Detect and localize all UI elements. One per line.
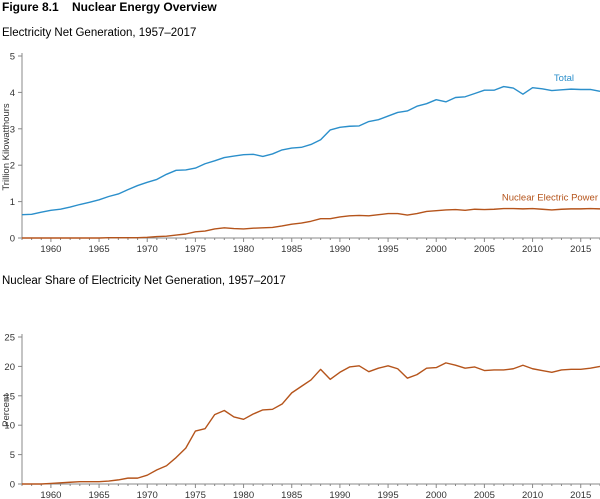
x-tick-label: 2015: [570, 490, 591, 499]
x-tick-label: 2015: [570, 244, 591, 255]
series-label-nuclear-electric-power: Nuclear Electric Power: [502, 193, 598, 204]
chart-1-title: Electricity Net Generation, 1957–2017: [2, 27, 197, 39]
x-tick-label: 2010: [522, 244, 543, 255]
x-tick-label: 2010: [522, 490, 543, 499]
x-tick-label: 1985: [281, 490, 302, 499]
series-line-total: [21, 85, 600, 216]
y-tick-label: 5: [10, 450, 15, 461]
x-tick-label: 2000: [426, 490, 447, 499]
x-tick-label: 1980: [233, 490, 254, 499]
x-tick-label: 1995: [377, 244, 398, 255]
series-line-nuclear-electric-power: [22, 207, 600, 239]
y-tick-label: 4: [10, 88, 15, 99]
chart-2-title: Nuclear Share of Electricity Net Generat…: [2, 275, 286, 287]
x-tick-label: 2000: [426, 244, 447, 255]
x-tick-label: 1970: [137, 244, 158, 255]
x-tick-label: 1985: [281, 244, 302, 255]
y-tick-label: 5: [10, 52, 15, 63]
x-tick-label: 2005: [474, 244, 495, 255]
chart-2-y-axis-title: Percent: [1, 394, 12, 427]
y-tick-label: 15: [4, 391, 15, 402]
x-tick-label: 1960: [40, 490, 61, 499]
x-tick-label: 1975: [185, 244, 206, 255]
x-tick-label: 1975: [185, 490, 206, 499]
y-tick-label: 0: [10, 480, 15, 491]
y-tick-label: 3: [10, 124, 15, 135]
series-line-nuclear-share: [22, 362, 600, 485]
x-tick-label: 1990: [329, 244, 350, 255]
y-tick-label: 10: [4, 421, 15, 432]
x-tick-label: 1960: [40, 244, 61, 255]
x-tick-label: 1965: [88, 244, 109, 255]
x-tick-label: 1970: [137, 490, 158, 499]
y-tick-label: 25: [4, 333, 15, 344]
x-tick-label: 1990: [329, 490, 350, 499]
x-tick-label: 2005: [474, 490, 495, 499]
figure-title: Figure 8.1 Nuclear Energy Overview: [2, 0, 217, 14]
chart-1-y-axis-title: Trillion Kilowatthours: [1, 103, 12, 191]
series-label-total: Total: [554, 73, 574, 84]
y-tick-label: 2: [10, 161, 15, 172]
y-tick-label: 20: [4, 362, 15, 373]
y-tick-label: 1: [10, 197, 15, 208]
y-tick-label: 0: [10, 234, 15, 245]
x-tick-label: 1980: [233, 244, 254, 255]
x-tick-label: 1995: [377, 490, 398, 499]
x-tick-label: 1965: [88, 490, 109, 499]
